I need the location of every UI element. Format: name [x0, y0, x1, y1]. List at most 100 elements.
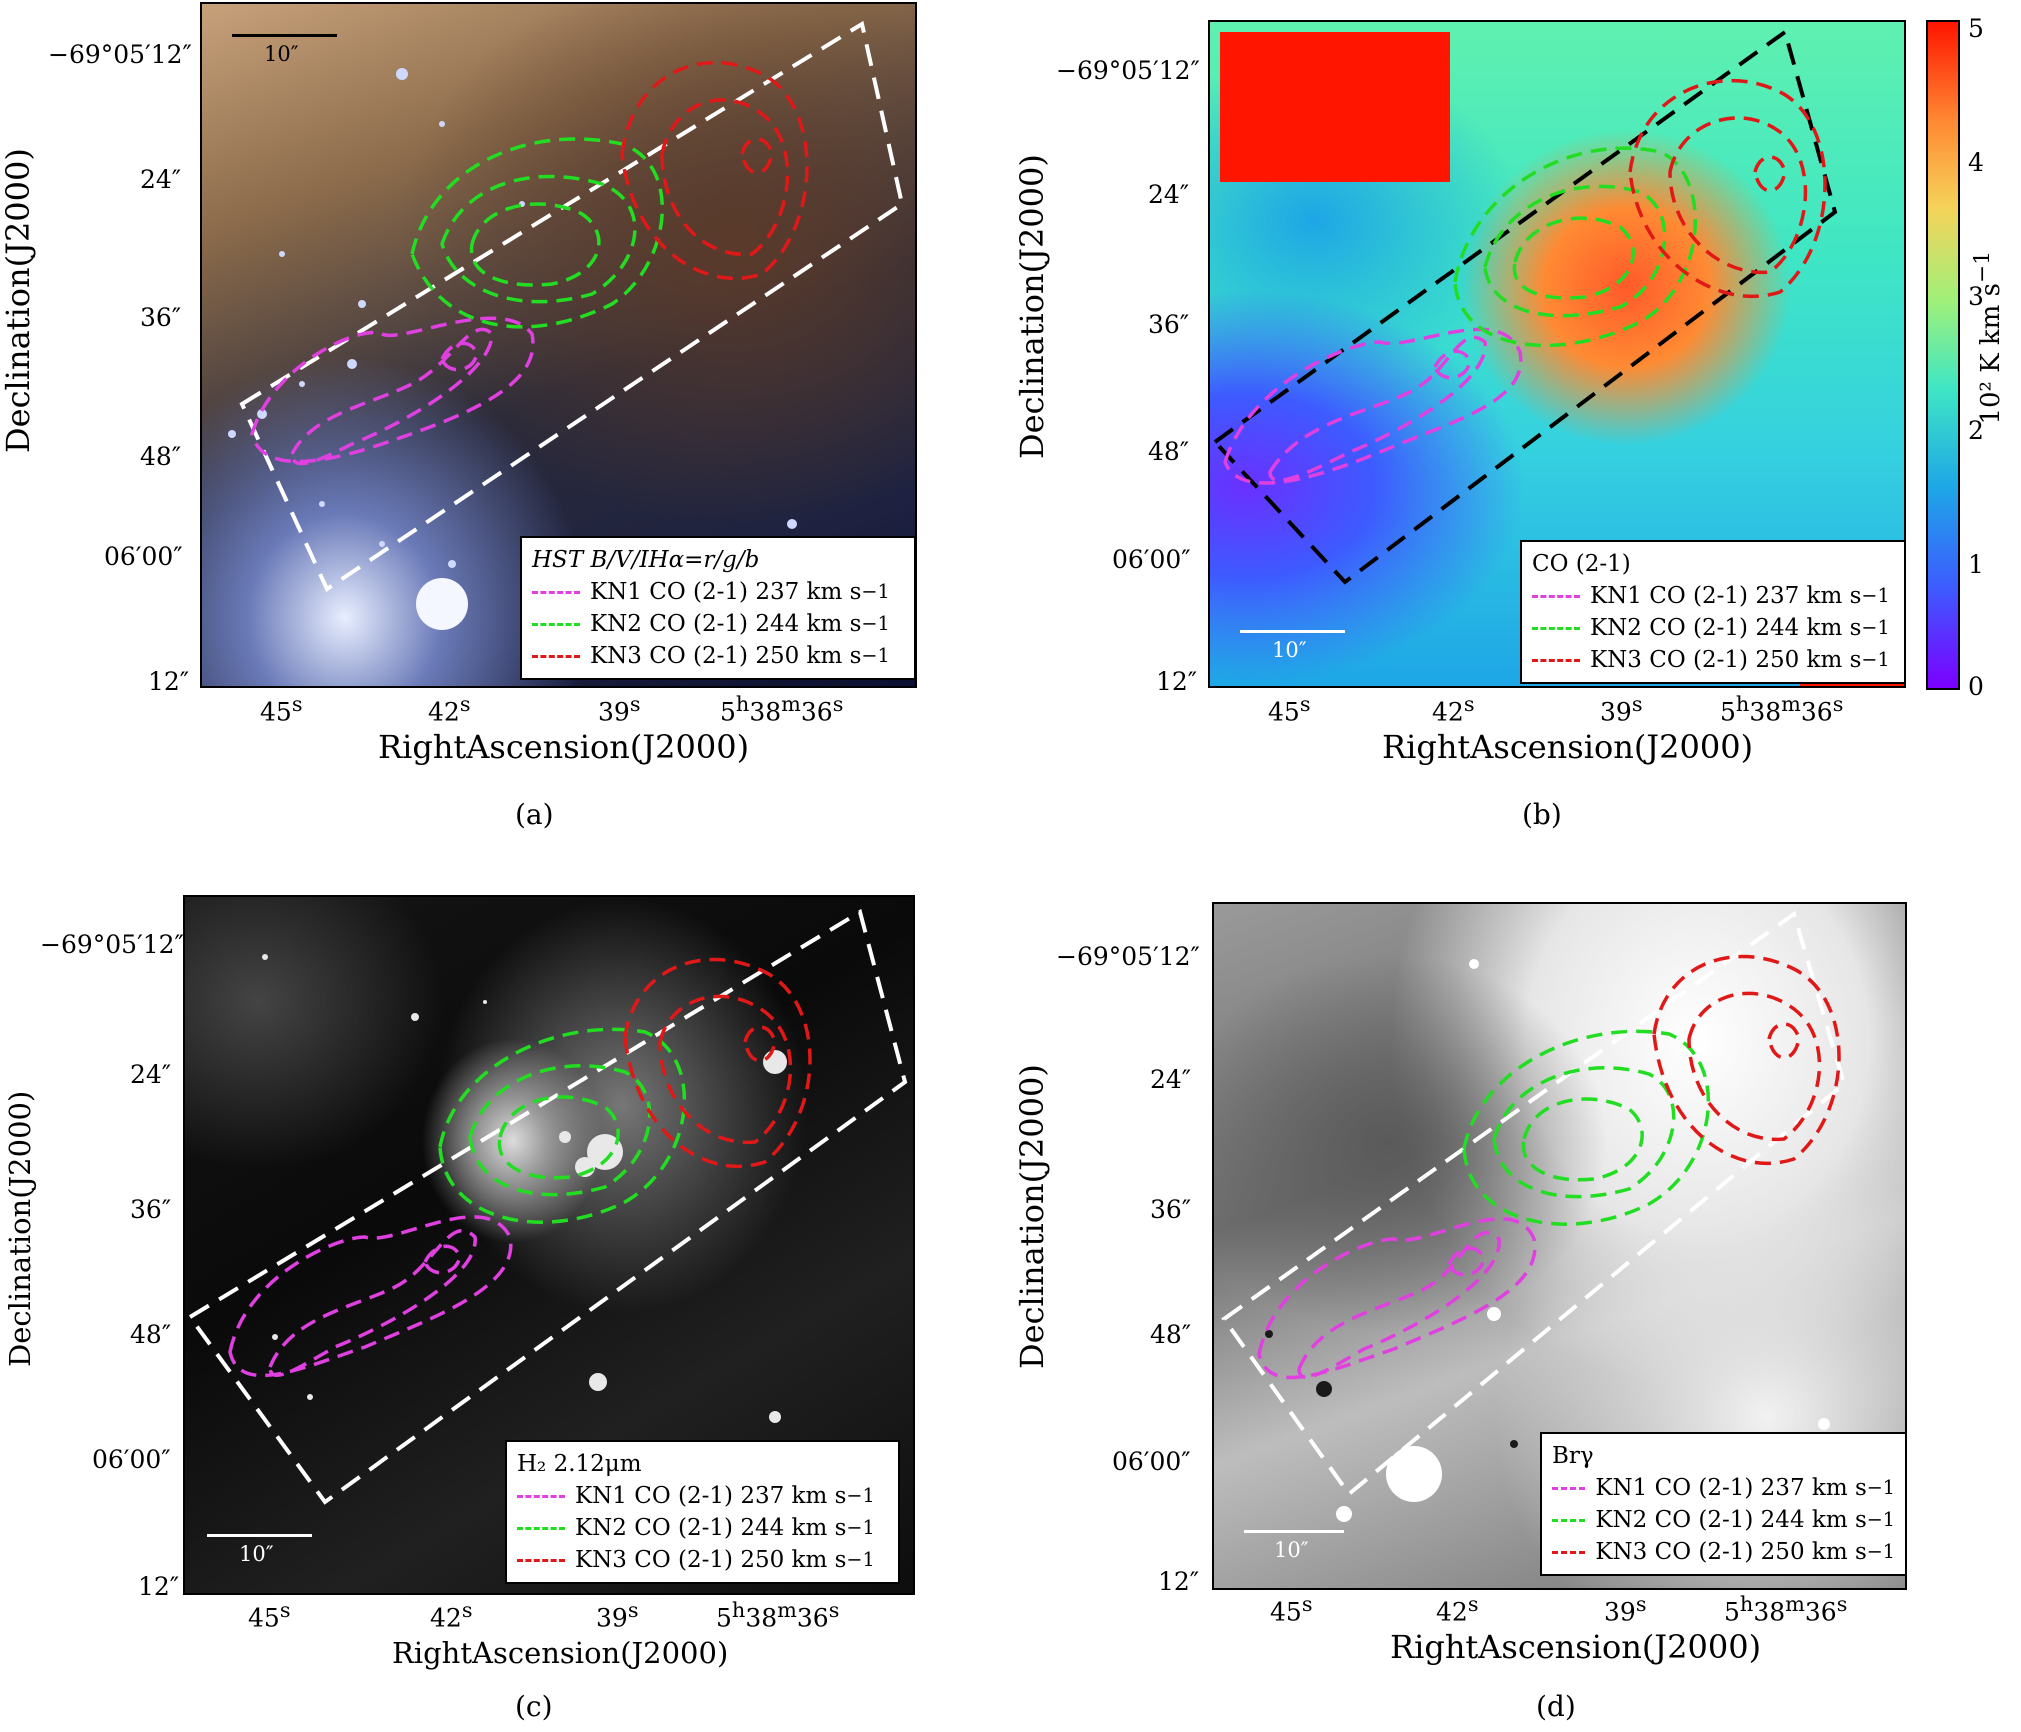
- y-tick: −69°05′12″: [1056, 942, 1200, 971]
- kn1-contours: [1223, 327, 1523, 485]
- kn1-contours: [250, 316, 535, 466]
- legend-kn3: KN3 CO (2-1) 250 km s −1: [532, 640, 904, 672]
- y-tick: 36″: [1150, 1195, 1192, 1224]
- x-tick: 45s: [1268, 692, 1311, 727]
- legend-title: CO (2-1): [1532, 551, 1631, 577]
- y-tick: 36″: [140, 303, 182, 332]
- x-tick: 39s: [596, 1598, 639, 1633]
- legend-kn1: KN1 CO (2-1) 237 km s −1: [517, 1480, 888, 1512]
- x-tick: 42s: [1432, 692, 1475, 727]
- kn1-contours: [1257, 1217, 1537, 1380]
- caption: (d): [1536, 1690, 1576, 1723]
- legend-kn1: KN1 CO (2-1) 237 km s −1: [532, 576, 904, 608]
- y-tick: 06′00″: [1112, 1447, 1191, 1476]
- kn2-contours: [1462, 1029, 1711, 1226]
- y-tick: 12″: [138, 1572, 180, 1601]
- colorbar-label: 10² K km s−1: [1970, 251, 2006, 425]
- panel-b-overlay: [1211, 28, 1838, 585]
- x-tick: 5h38m36s: [1720, 692, 1844, 727]
- legend-kn3: KN3 CO (2-1) 250 km s −1: [517, 1544, 888, 1576]
- caption: (b): [1522, 798, 1562, 831]
- x-tick: 42s: [1436, 1592, 1479, 1627]
- panel-d-overlay: [1221, 910, 1847, 1522]
- y-tick: 12″: [1158, 1567, 1200, 1596]
- y-tick: −69°05′12″: [1056, 56, 1200, 85]
- x-axis-label: RightAscension(J2000): [378, 728, 750, 766]
- panel-d-image: 10″ Brγ KN1 CO (2-1) 237 km s −1 KN2 CO (…: [1212, 902, 1907, 1590]
- y-tick: 12″: [148, 667, 190, 696]
- y-tick: 48″: [1148, 437, 1190, 466]
- x-tick: 45s: [248, 1598, 291, 1633]
- scale-bar: [1240, 630, 1345, 633]
- y-tick: 36″: [130, 1195, 172, 1224]
- colorbar-tick: 0: [1968, 672, 1984, 701]
- y-tick: 12″: [1156, 667, 1198, 696]
- legend-kn2: KN2 CO (2-1) 244 km s −1: [1532, 612, 1894, 644]
- slit-box: [1221, 910, 1847, 1497]
- x-axis-label: RightAscension(J2000): [1390, 1628, 1762, 1666]
- legend: Brγ KN1 CO (2-1) 237 km s −1 KN2 CO (2-1)…: [1540, 1432, 1905, 1576]
- legend: CO (2-1) KN1 CO (2-1) 237 km s −1 KN2 CO …: [1520, 540, 1904, 684]
- emission-knots: [1336, 959, 1830, 1522]
- caption: (c): [515, 1690, 553, 1723]
- y-axis-label: Declination(J2000): [3, 1090, 37, 1367]
- x-tick: 45s: [260, 692, 303, 727]
- kn2-contours: [438, 1027, 687, 1224]
- y-tick: 48″: [140, 442, 182, 471]
- colorbar: [1926, 20, 1960, 690]
- scale-bar-label: 10″: [1272, 638, 1307, 662]
- y-tick: 48″: [130, 1320, 172, 1349]
- colorbar-tick: 2: [1968, 416, 1984, 445]
- scale-bar: [207, 1534, 312, 1537]
- caption: (a): [515, 798, 554, 831]
- legend-kn2: KN2 CO (2-1) 244 km s −1: [532, 608, 904, 640]
- legend-kn1: KN1 CO (2-1) 237 km s −1: [1532, 580, 1894, 612]
- kn2-contours: [1453, 146, 1697, 348]
- panel-c-overlay: [187, 908, 908, 1505]
- y-axis-label: Declination(J2000): [1013, 1064, 1051, 1369]
- x-axis-label: RightAscension(J2000): [1382, 728, 1754, 766]
- kn3-contours: [620, 60, 809, 281]
- scale-bar: [232, 34, 337, 37]
- y-tick: 06′00″: [92, 1445, 171, 1474]
- panel-a-image: 10″ HST B/V/IHα=r/g/b KN1 CO (2-1) 237 k…: [200, 2, 917, 688]
- panel-c-image: 10″ H₂ 2.12μm KN1 CO (2-1) 237 km s −1 KN…: [183, 895, 915, 1595]
- legend-title: H₂ 2.12μm: [517, 1451, 642, 1477]
- panel-b-image: 10″ CO (2-1) KN1 CO (2-1) 237 km s −1 KN2…: [1208, 20, 1906, 688]
- y-tick: 06′00″: [104, 542, 183, 571]
- slit-box: [239, 20, 905, 592]
- x-tick: 39s: [1604, 1592, 1647, 1627]
- legend-kn1: KN1 CO (2-1) 237 km s −1: [1552, 1472, 1895, 1504]
- y-tick: 06′00″: [1112, 545, 1191, 574]
- x-tick: 5h38m36s: [716, 1598, 840, 1633]
- x-axis-label: RightAscension(J2000): [392, 1636, 729, 1670]
- kn3-contours: [1652, 954, 1841, 1166]
- y-axis-label: Declination(J2000): [1013, 154, 1051, 459]
- y-tick: 48″: [1150, 1320, 1192, 1349]
- x-tick: 45s: [1270, 1592, 1313, 1627]
- scale-bar-label: 10″: [239, 1542, 274, 1566]
- emission-knots: [262, 954, 787, 1423]
- y-axis-label: Declination(J2000): [0, 148, 37, 453]
- star-field: [228, 68, 797, 630]
- legend: H₂ 2.12μm KN1 CO (2-1) 237 km s −1 KN2 CO…: [505, 1440, 900, 1584]
- kn1-contours: [228, 1215, 513, 1378]
- dark-knots: [1265, 1330, 1518, 1448]
- x-tick: 42s: [430, 1598, 473, 1633]
- legend-kn2: KN2 CO (2-1) 244 km s −1: [1552, 1504, 1895, 1536]
- y-tick: −69°05′12″: [48, 40, 192, 69]
- x-tick: 39s: [598, 692, 641, 727]
- legend-kn3: KN3 CO (2-1) 250 km s −1: [1552, 1536, 1895, 1568]
- kn3-contours: [1628, 78, 1827, 299]
- y-tick: −69°05′12″: [40, 930, 184, 959]
- panel-a-overlay: [228, 20, 905, 630]
- slit-box: [1211, 28, 1838, 585]
- x-tick: 5h38m36s: [720, 692, 844, 727]
- legend-title: Brγ: [1552, 1443, 1594, 1469]
- x-tick: 39s: [1600, 692, 1643, 727]
- colorbar-tick: 4: [1968, 148, 1984, 177]
- kn2-contours: [410, 137, 664, 329]
- legend-kn3: KN3 CO (2-1) 250 km s −1: [1532, 644, 1894, 676]
- scale-bar-label: 10″: [1274, 1538, 1309, 1562]
- y-tick: 24″: [140, 165, 182, 194]
